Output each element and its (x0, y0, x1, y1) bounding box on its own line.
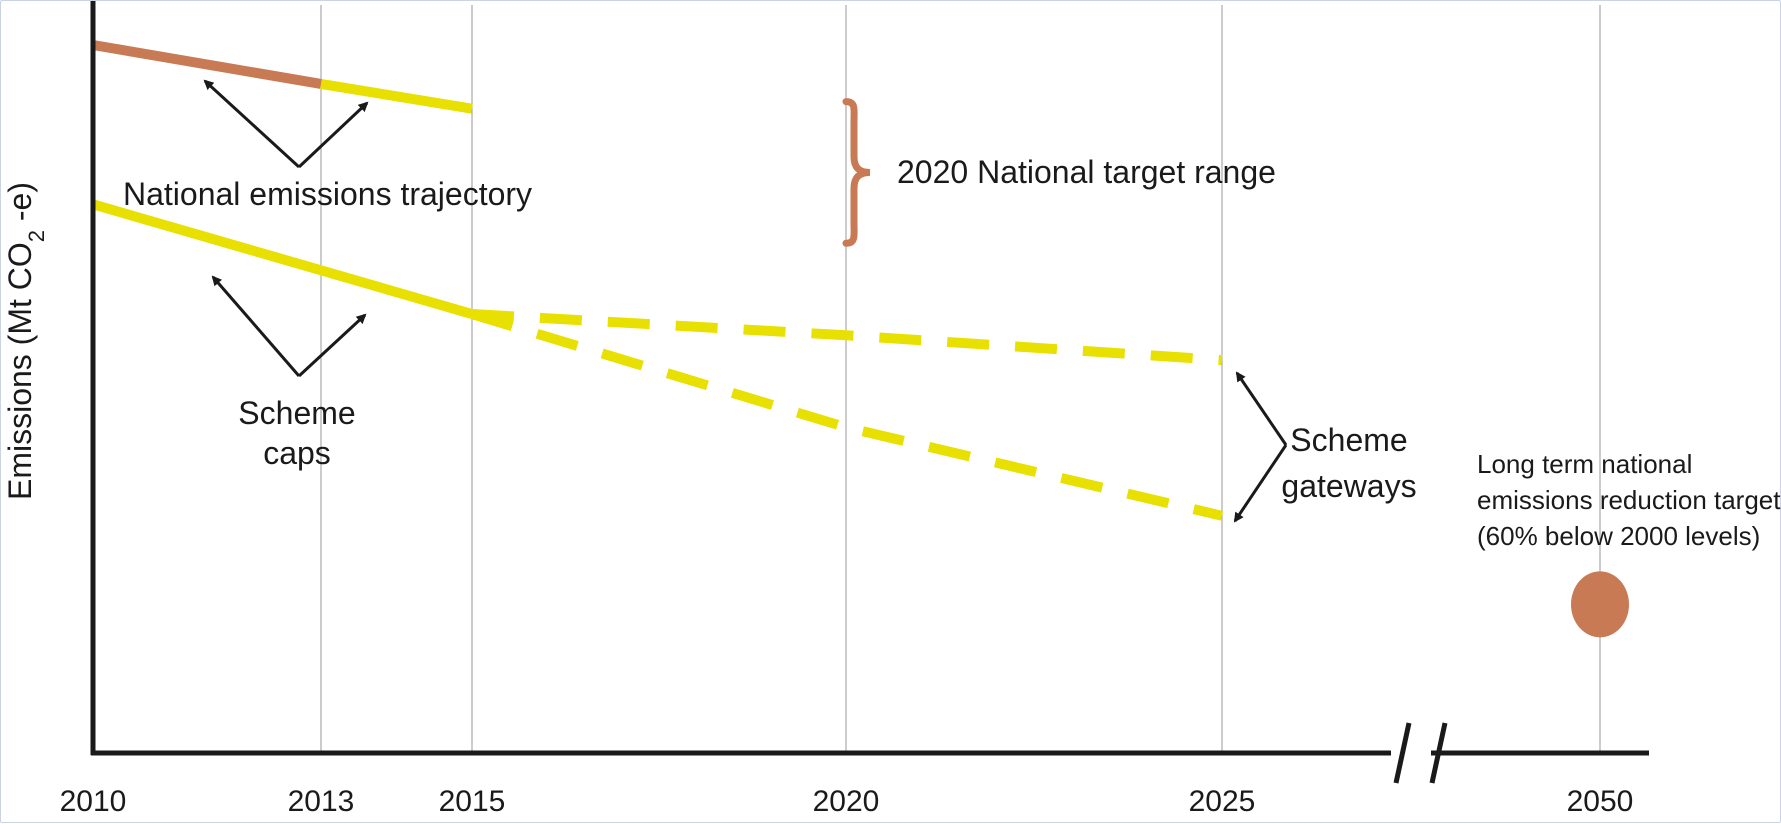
target-range-brace (842, 98, 871, 247)
annot-target-range: 2020 National target range (897, 154, 1276, 190)
y-axis-label: Emissions (Mt CO2 -e) (2, 182, 49, 500)
annot-long-term-line-1: emissions reduction target (1477, 485, 1781, 515)
annotations: National emissions trajectory Scheme caps 2… (123, 79, 1781, 551)
axis-break-slash-left (1393, 722, 1412, 784)
x-tick-label-2013: 2013 (288, 785, 355, 818)
y-axis-label-suffix: -e) (2, 182, 38, 230)
annot-national-trajectory: National emissions trajectory (123, 176, 532, 212)
long-term-target-dot (1571, 571, 1629, 638)
vertical-gridlines (320, 5, 1601, 753)
arrow-gateway-upper (1235, 371, 1288, 446)
annot-scheme-caps-line-0: Scheme (238, 395, 355, 431)
x-tick-label-2025: 2025 (1189, 785, 1256, 818)
annot-scheme-caps-line-1: caps (263, 435, 331, 471)
arrow-gateway-lower (1233, 444, 1288, 523)
axis-break-gap (1391, 743, 1431, 763)
arrow-scheme-caps-right (297, 313, 367, 378)
series-national-trajectory-projected (320, 79, 473, 114)
series-gateway-upper (471, 309, 1223, 366)
axis-break-slash-right (1429, 722, 1448, 784)
annot-long-term-line-0: Long term national (1477, 449, 1692, 479)
series-layer (91, 40, 1629, 638)
x-tick-label-2050: 2050 (1567, 785, 1634, 818)
annot-scheme-gateways-line-1: gateways (1281, 468, 1416, 504)
arrow-scheme-caps-left (211, 275, 301, 377)
annot-long-term-line-2: (60% below 2000 levels) (1477, 521, 1760, 551)
axes (90, 1, 1649, 784)
x-tick-label-2010: 2010 (60, 785, 127, 818)
x-tick-labels: 2010 2013 2015 2020 2025 2050 (60, 785, 1634, 818)
y-axis-label-main: Emissions (Mt CO (2, 242, 38, 500)
x-tick-label-2015: 2015 (439, 785, 506, 818)
series-gateway-lower (470, 309, 1224, 521)
arrow-national-projected (297, 101, 369, 169)
series-scheme-caps (91, 199, 474, 319)
x-tick-label-2020: 2020 (813, 785, 880, 818)
arrow-national-historic (203, 79, 301, 169)
annot-scheme-gateways-line-0: Scheme (1290, 422, 1407, 458)
y-axis-label-subscript: 2 (24, 230, 49, 242)
series-national-trajectory-historic (92, 40, 322, 89)
